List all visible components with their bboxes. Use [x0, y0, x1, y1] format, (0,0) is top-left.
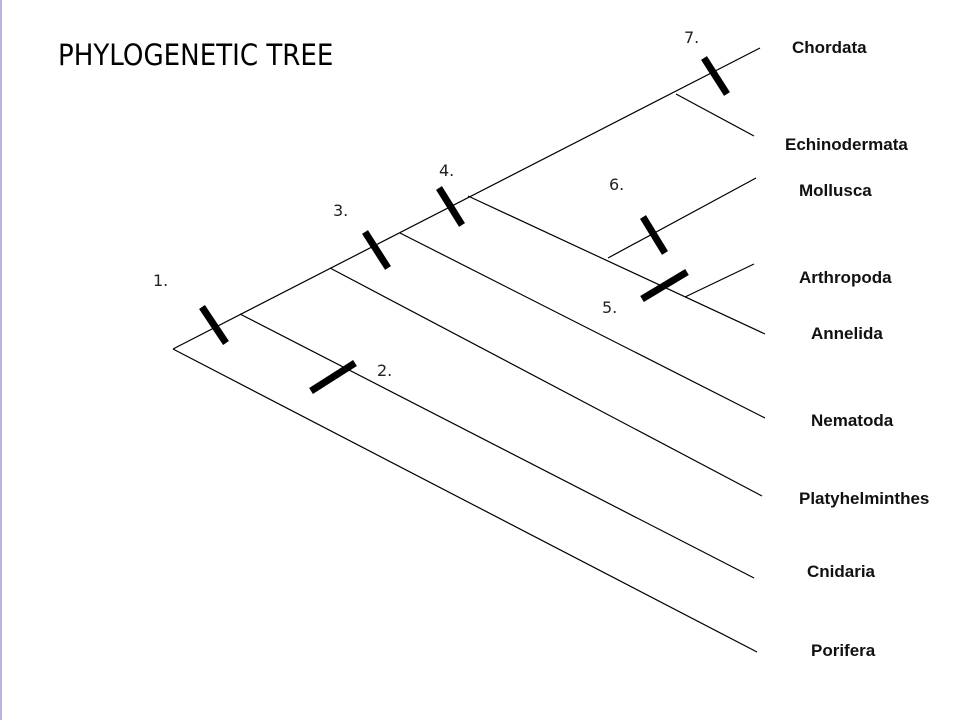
taxon-label-mollusca: Mollusca [799, 181, 872, 200]
marker-label-3: 3. [333, 201, 348, 220]
branch-cnidaria [239, 313, 755, 579]
taxon-label-platyhelminthes: Platyhelminthes [799, 489, 929, 508]
taxon-label-chordata: Chordata [792, 38, 867, 57]
slide-left-border [0, 0, 2, 720]
marker-label-1: 1. [153, 271, 168, 290]
character-tick-5 [640, 268, 689, 303]
marker-label-2: 2. [377, 361, 392, 380]
marker-label-4: 4. [439, 161, 454, 180]
character-tick-2 [309, 360, 357, 394]
branch-trunk [172, 47, 761, 350]
taxon-label-porifera: Porifera [811, 641, 876, 660]
taxon-label-cnidaria: Cnidaria [807, 562, 876, 581]
taxon-label-annelida: Annelida [811, 324, 883, 343]
character-tick-6 [640, 215, 668, 255]
page-title: PHYLOGENETIC TREE [58, 38, 334, 72]
branch-annelida [467, 195, 766, 335]
taxon-label-arthropoda: Arthropoda [799, 268, 892, 287]
character-tick-4 [436, 186, 465, 227]
branch-porifera [172, 348, 758, 653]
character-tick-7 [701, 56, 730, 96]
character-tick-1 [199, 305, 229, 345]
marker-label-7: 7. [684, 28, 699, 47]
branch-nematoda [399, 232, 766, 419]
taxon-label-nematoda: Nematoda [811, 411, 894, 430]
branch-arthropoda [684, 263, 755, 298]
branch-mollusca [607, 177, 757, 259]
marker-label-5: 5. [602, 298, 617, 317]
branch-echinodermata [675, 93, 755, 137]
taxon-label-echinodermata: Echinodermata [785, 135, 908, 154]
marker-label-6: 6. [609, 175, 624, 194]
branch-platyhelminthes [329, 267, 763, 497]
character-tick-3 [362, 230, 391, 270]
